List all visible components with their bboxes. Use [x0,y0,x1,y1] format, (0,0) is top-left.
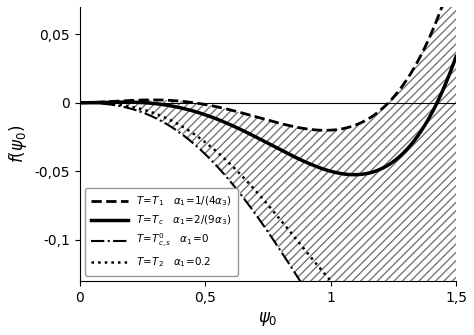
Y-axis label: $f(\psi_0)$: $f(\psi_0)$ [7,125,29,163]
X-axis label: $\psi_0$: $\psi_0$ [258,310,278,328]
Legend: $T\!=\!T_1 \quad \alpha_1\!=\!1/(4\alpha_3)$, $T\!=\!T_c \quad \alpha_1\!=\!2/(9: $T\!=\!T_1 \quad \alpha_1\!=\!1/(4\alpha… [85,188,238,276]
